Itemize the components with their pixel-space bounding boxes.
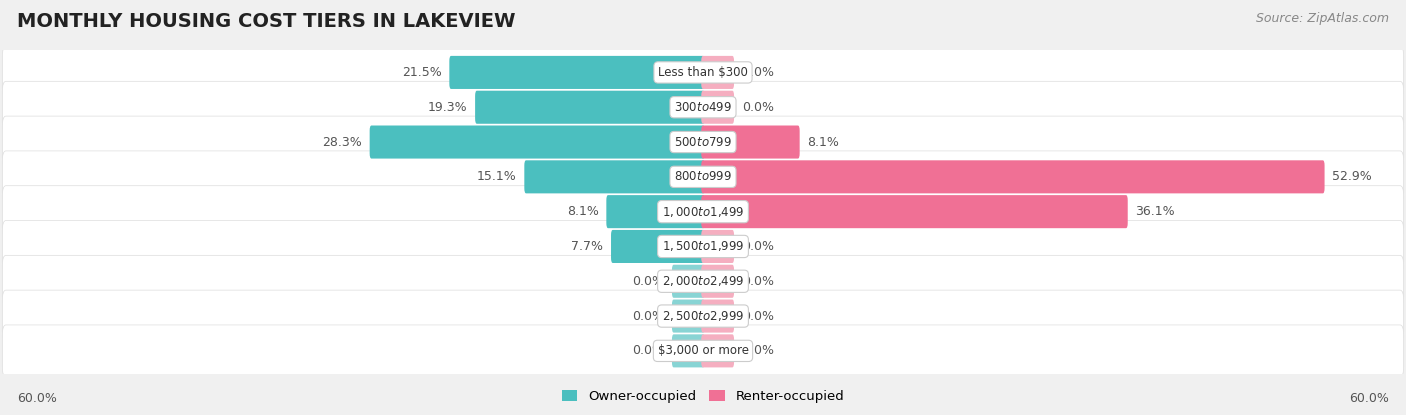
FancyBboxPatch shape: [702, 230, 734, 263]
Text: 0.0%: 0.0%: [633, 275, 665, 288]
Text: 36.1%: 36.1%: [1136, 205, 1175, 218]
Text: 0.0%: 0.0%: [742, 66, 773, 79]
Text: 8.1%: 8.1%: [807, 136, 839, 149]
FancyBboxPatch shape: [702, 195, 1128, 228]
Text: Source: ZipAtlas.com: Source: ZipAtlas.com: [1256, 12, 1389, 25]
Text: 7.7%: 7.7%: [571, 240, 603, 253]
FancyBboxPatch shape: [672, 300, 704, 332]
FancyBboxPatch shape: [702, 125, 800, 159]
Text: 19.3%: 19.3%: [427, 101, 467, 114]
FancyBboxPatch shape: [370, 125, 704, 159]
FancyBboxPatch shape: [702, 300, 734, 332]
FancyBboxPatch shape: [702, 334, 734, 367]
FancyBboxPatch shape: [3, 220, 1403, 272]
Text: 60.0%: 60.0%: [17, 392, 56, 405]
Text: 0.0%: 0.0%: [742, 240, 773, 253]
FancyBboxPatch shape: [702, 56, 734, 89]
Text: Less than $300: Less than $300: [658, 66, 748, 79]
Text: $500 to $799: $500 to $799: [673, 136, 733, 149]
Text: 28.3%: 28.3%: [322, 136, 363, 149]
Text: 0.0%: 0.0%: [742, 275, 773, 288]
Text: $2,500 to $2,999: $2,500 to $2,999: [662, 309, 744, 323]
FancyBboxPatch shape: [3, 151, 1403, 203]
FancyBboxPatch shape: [672, 334, 704, 367]
FancyBboxPatch shape: [3, 116, 1403, 168]
FancyBboxPatch shape: [3, 186, 1403, 237]
FancyBboxPatch shape: [3, 325, 1403, 377]
Text: 8.1%: 8.1%: [567, 205, 599, 218]
FancyBboxPatch shape: [524, 160, 704, 193]
FancyBboxPatch shape: [3, 290, 1403, 342]
Text: $800 to $999: $800 to $999: [673, 170, 733, 183]
FancyBboxPatch shape: [702, 160, 1324, 193]
Text: 0.0%: 0.0%: [742, 101, 773, 114]
FancyBboxPatch shape: [450, 56, 704, 89]
FancyBboxPatch shape: [3, 46, 1403, 98]
Text: 0.0%: 0.0%: [742, 344, 773, 357]
FancyBboxPatch shape: [702, 91, 734, 124]
Legend: Owner-occupied, Renter-occupied: Owner-occupied, Renter-occupied: [557, 385, 849, 408]
Text: 60.0%: 60.0%: [1350, 392, 1389, 405]
Text: 0.0%: 0.0%: [742, 310, 773, 322]
FancyBboxPatch shape: [3, 255, 1403, 307]
Text: $1,000 to $1,499: $1,000 to $1,499: [662, 205, 744, 219]
Text: 0.0%: 0.0%: [633, 344, 665, 357]
FancyBboxPatch shape: [3, 81, 1403, 133]
Text: $300 to $499: $300 to $499: [673, 101, 733, 114]
Text: 15.1%: 15.1%: [477, 170, 517, 183]
Text: $1,500 to $1,999: $1,500 to $1,999: [662, 239, 744, 254]
Text: $3,000 or more: $3,000 or more: [658, 344, 748, 357]
FancyBboxPatch shape: [672, 265, 704, 298]
FancyBboxPatch shape: [702, 265, 734, 298]
FancyBboxPatch shape: [606, 195, 704, 228]
Text: 21.5%: 21.5%: [402, 66, 441, 79]
FancyBboxPatch shape: [612, 230, 704, 263]
Text: MONTHLY HOUSING COST TIERS IN LAKEVIEW: MONTHLY HOUSING COST TIERS IN LAKEVIEW: [17, 12, 516, 32]
Text: 52.9%: 52.9%: [1333, 170, 1372, 183]
FancyBboxPatch shape: [475, 91, 704, 124]
Text: 0.0%: 0.0%: [633, 310, 665, 322]
Text: $2,000 to $2,499: $2,000 to $2,499: [662, 274, 744, 288]
